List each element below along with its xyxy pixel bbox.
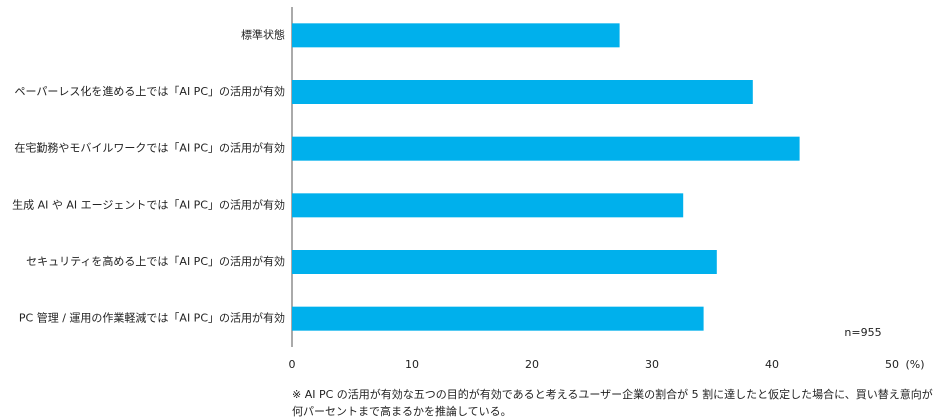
bar bbox=[292, 136, 800, 161]
bar bbox=[292, 250, 717, 274]
y-tick-label: 生成 AI や AI エージェントでは「AI PC」の活用が有効 bbox=[12, 197, 285, 211]
x-tick-label: 10 bbox=[405, 358, 419, 371]
y-tick-label: 標準状態 bbox=[241, 27, 285, 41]
y-tick-label: セキュリティを高める上では「AI PC」の活用が有効 bbox=[26, 254, 285, 268]
bar bbox=[292, 306, 704, 331]
y-tick-label: PC 管理 / 運用の作業軽減では「AI PC」の活用が有効 bbox=[19, 311, 285, 325]
bar bbox=[292, 80, 753, 104]
y-tick-label: 在宅勤務やモバイルワークでは「AI PC」の活用が有効 bbox=[14, 141, 285, 155]
x-tick-label: 0 bbox=[289, 358, 296, 371]
x-tick-label: 50 bbox=[885, 358, 899, 371]
chart: n=955 (%) 0 10 20 30 40 50 標準状態ペーパーレス化を進める上では「… bbox=[12, 7, 925, 371]
x-axis-unit: (%) bbox=[905, 358, 924, 371]
bar bbox=[292, 193, 684, 218]
x-tick-label: 30 bbox=[645, 358, 659, 371]
y-tick-label: ペーパーレス化を進める上では「AI PC」の活用が有効 bbox=[15, 84, 285, 98]
x-tick-label: 20 bbox=[525, 358, 539, 371]
x-tick-label: 40 bbox=[765, 358, 779, 371]
bar bbox=[292, 23, 620, 48]
footnote: ※ AI PC の活用が有効な五つの目的が有効であると考えるユーザー企業の割合が… bbox=[292, 388, 933, 418]
sample-size: n=955 bbox=[844, 326, 881, 339]
